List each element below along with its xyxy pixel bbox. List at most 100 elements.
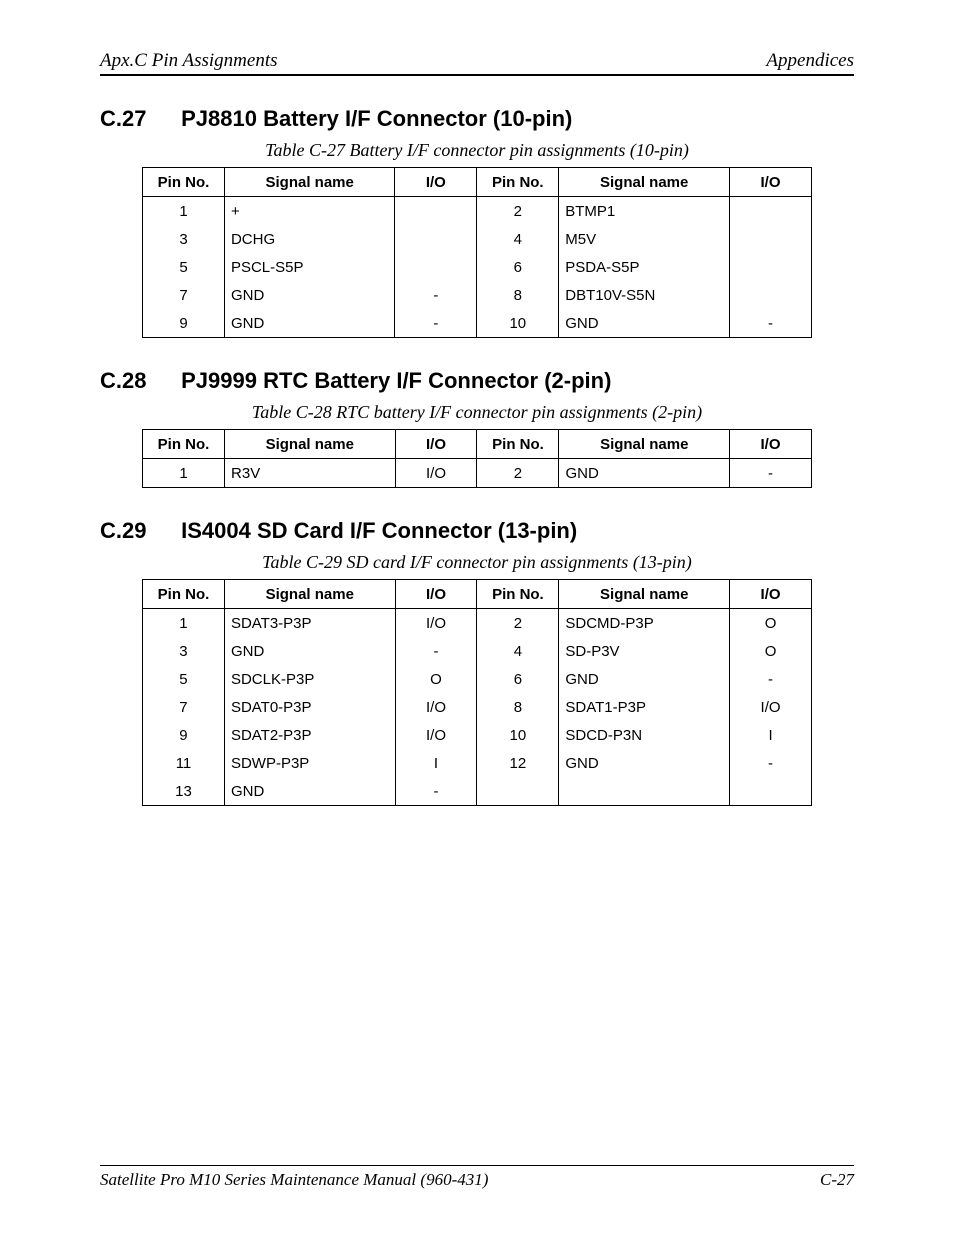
cell-signal: SDCD-P3N <box>559 721 730 749</box>
table-row: 11SDWP-P3PI12GND- <box>143 749 812 777</box>
cell-pinno: 11 <box>143 749 225 777</box>
table-row: 7GND-8DBT10V-S5N <box>143 281 812 309</box>
cell-io: I/O <box>730 693 812 721</box>
cell-io <box>395 225 477 253</box>
table-caption-c29: Table C-29 SD card I/F connector pin ass… <box>100 552 854 573</box>
cell-signal: SDAT3-P3P <box>224 609 395 638</box>
cell-io: O <box>395 665 477 693</box>
table-header-row: Pin No. Signal name I/O Pin No. Signal n… <box>143 168 812 197</box>
section-num: C.29 <box>100 518 175 544</box>
cell-signal: PSDA-S5P <box>559 253 730 281</box>
cell-pinno: 2 <box>477 609 559 638</box>
cell-pinno <box>477 777 559 806</box>
section-title: PJ8810 Battery I/F Connector (10-pin) <box>181 106 572 131</box>
cell-pinno: 6 <box>477 253 559 281</box>
cell-signal: BTMP1 <box>559 197 730 226</box>
cell-io <box>395 197 477 226</box>
header-right: Appendices <box>766 50 854 72</box>
table-header-row: Pin No. Signal name I/O Pin No. Signal n… <box>143 430 812 459</box>
cell-pinno: 1 <box>143 609 225 638</box>
cell-signal: R3V <box>225 459 396 488</box>
cell-signal: DBT10V-S5N <box>559 281 730 309</box>
table-header-row: Pin No. Signal name I/O Pin No. Signal n… <box>143 580 812 609</box>
cell-io: - <box>730 665 812 693</box>
col-signal: Signal name <box>224 168 394 197</box>
cell-io: O <box>730 609 812 638</box>
cell-pinno: 4 <box>477 637 559 665</box>
section-num: C.27 <box>100 106 175 132</box>
cell-signal: SDCLK-P3P <box>224 665 395 693</box>
cell-pinno: 5 <box>143 253 225 281</box>
footer-left: Satellite Pro M10 Series Maintenance Man… <box>100 1170 488 1190</box>
cell-signal: GND <box>559 749 730 777</box>
cell-pinno: 9 <box>143 721 225 749</box>
cell-io: I/O <box>395 693 477 721</box>
cell-signal: GND <box>559 459 730 488</box>
cell-io: - <box>395 281 477 309</box>
table-row: 9GND-10GND- <box>143 309 812 338</box>
cell-io: I/O <box>395 721 477 749</box>
cell-io <box>730 281 812 309</box>
col-signal: Signal name <box>559 430 730 459</box>
cell-pinno: 10 <box>477 309 559 338</box>
cell-pinno: 3 <box>143 225 225 253</box>
document-page: Apx.C Pin Assignments Appendices C.27 PJ… <box>0 0 954 1235</box>
header-left: Apx.C Pin Assignments <box>100 50 278 72</box>
cell-signal: GND <box>559 309 730 338</box>
cell-pinno: 9 <box>143 309 225 338</box>
cell-io: - <box>730 309 812 338</box>
cell-signal: PSCL-S5P <box>224 253 394 281</box>
col-pinno: Pin No. <box>143 168 225 197</box>
table-row: 13GND- <box>143 777 812 806</box>
cell-io: - <box>395 309 477 338</box>
table-row: 3DCHG4M5V <box>143 225 812 253</box>
table-caption-c27: Table C-27 Battery I/F connector pin ass… <box>100 140 854 161</box>
cell-io: - <box>730 459 812 488</box>
cell-signal: GND <box>559 665 730 693</box>
pin-table-c29: Pin No. Signal name I/O Pin No. Signal n… <box>142 579 812 806</box>
col-pinno: Pin No. <box>477 168 559 197</box>
pin-table-c28: Pin No. Signal name I/O Pin No. Signal n… <box>142 429 812 488</box>
col-signal: Signal name <box>559 580 730 609</box>
cell-signal: SDWP-P3P <box>224 749 395 777</box>
cell-io <box>730 197 812 226</box>
table-row: 1R3VI/O2GND- <box>143 459 812 488</box>
cell-io <box>730 777 812 806</box>
cell-io: - <box>730 749 812 777</box>
cell-pinno: 4 <box>477 225 559 253</box>
cell-signal: SDCMD-P3P <box>559 609 730 638</box>
cell-signal <box>559 777 730 806</box>
cell-pinno: 7 <box>143 693 225 721</box>
col-io: I/O <box>395 580 477 609</box>
table-row: 7SDAT0-P3PI/O8SDAT1-P3PI/O <box>143 693 812 721</box>
cell-signal: GND <box>224 309 394 338</box>
cell-io <box>730 225 812 253</box>
table-row: 1SDAT3-P3PI/O2SDCMD-P3PO <box>143 609 812 638</box>
pin-table-c27: Pin No. Signal name I/O Pin No. Signal n… <box>142 167 812 338</box>
table-row: 1+2BTMP1 <box>143 197 812 226</box>
table-caption-c28: Table C-28 RTC battery I/F connector pin… <box>100 402 854 423</box>
cell-io: - <box>395 777 477 806</box>
cell-pinno: 13 <box>143 777 225 806</box>
footer-right: C-27 <box>820 1170 854 1190</box>
cell-signal: GND <box>224 777 395 806</box>
col-io: I/O <box>395 430 477 459</box>
section-title: IS4004 SD Card I/F Connector (13-pin) <box>181 518 577 543</box>
cell-io: I/O <box>395 459 477 488</box>
cell-signal: GND <box>224 637 395 665</box>
cell-pinno: 10 <box>477 721 559 749</box>
col-signal: Signal name <box>225 430 396 459</box>
cell-pinno: 3 <box>143 637 225 665</box>
cell-io <box>395 253 477 281</box>
cell-signal: SDAT0-P3P <box>224 693 395 721</box>
section-num: C.28 <box>100 368 175 394</box>
cell-signal: SDAT2-P3P <box>224 721 395 749</box>
col-signal: Signal name <box>559 168 730 197</box>
col-io: I/O <box>730 430 812 459</box>
section-title: PJ9999 RTC Battery I/F Connector (2-pin) <box>181 368 611 393</box>
cell-pinno: 7 <box>143 281 225 309</box>
cell-io: I <box>730 721 812 749</box>
table-row: 9SDAT2-P3PI/O10SDCD-P3NI <box>143 721 812 749</box>
section-heading-c27: C.27 PJ8810 Battery I/F Connector (10-pi… <box>100 106 854 132</box>
cell-pinno: 8 <box>477 693 559 721</box>
